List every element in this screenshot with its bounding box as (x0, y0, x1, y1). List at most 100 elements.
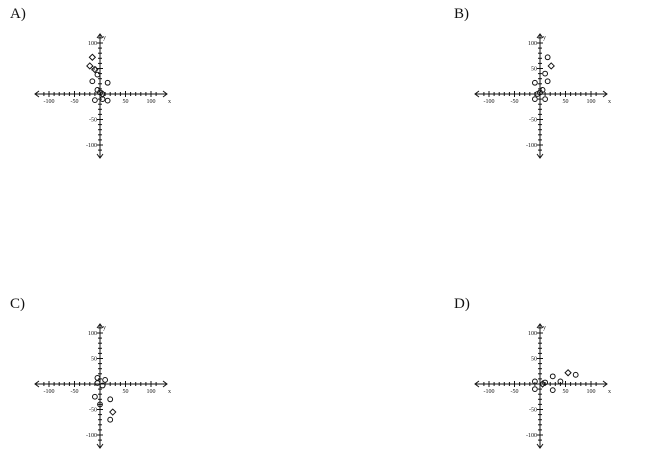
axes (34, 33, 168, 159)
data-point-circle (102, 377, 108, 383)
panel-b-label: B) (454, 6, 469, 22)
y-tick-label: 100 (88, 41, 97, 47)
y-axis-arrow-up (96, 33, 104, 39)
data-point-circle (542, 70, 548, 77)
y-axis-label: y (103, 35, 106, 41)
x-axis-label: x (168, 99, 171, 105)
x-tick-label: 50 (563, 389, 569, 395)
x-tick-label: -50 (511, 99, 519, 105)
x-axis-label: x (608, 389, 611, 395)
y-axis-label: y (543, 35, 546, 41)
y-axis-arrow-down (96, 153, 104, 159)
y-tick-label: 50 (91, 67, 97, 73)
y-tick-label: -50 (89, 408, 97, 414)
data-point-diamond (86, 62, 94, 70)
y-axis-arrow-down (96, 443, 104, 449)
data-point-circle (94, 380, 101, 386)
x-axis-arrow-right (602, 380, 608, 388)
y-tick-label: -50 (89, 118, 97, 124)
data-point-circle (557, 378, 564, 385)
y-axis-arrow-up (96, 323, 104, 329)
data-point-circle (532, 386, 538, 392)
y-tick-label: 50 (531, 67, 537, 73)
x-axis-arrow-left (34, 380, 40, 388)
data-point-circle (572, 371, 579, 378)
data-point-circle (107, 396, 114, 403)
axes (34, 323, 168, 449)
data-point-circle (104, 97, 111, 104)
data-point-circle (94, 374, 101, 381)
x-tick-label: -100 (44, 99, 55, 105)
x-axis-label: x (168, 389, 171, 395)
data-point-circle (534, 91, 541, 97)
x-tick-label: 100 (147, 389, 156, 395)
data-point-circle (542, 96, 548, 102)
y-tick-label: -100 (86, 433, 97, 439)
data-point-circle (549, 373, 556, 380)
data-point-circle (92, 393, 98, 400)
x-axis-arrow-right (162, 380, 168, 388)
data-point-circle (544, 54, 551, 61)
y-tick-label: 100 (88, 331, 97, 337)
x-tick-label: 50 (563, 99, 569, 105)
x-tick-label: -100 (484, 99, 495, 105)
y-tick-label: 100 (528, 41, 537, 47)
y-tick-label: -50 (529, 408, 537, 414)
data-point-diamond (564, 369, 572, 377)
data-point-circle (532, 378, 538, 385)
x-axis-label: x (608, 99, 611, 105)
y-axis-arrow-down (536, 153, 544, 159)
y-axis-arrow-down (536, 443, 544, 449)
data-point-circle (99, 382, 106, 389)
x-tick-label: -50 (511, 389, 519, 395)
data-point-diamond (109, 408, 117, 416)
y-axis-label: y (103, 325, 106, 331)
x-axis-arrow-right (602, 90, 608, 98)
x-axis-arrow-left (474, 90, 480, 98)
x-tick-label: -50 (71, 99, 79, 105)
data-point-circle (532, 96, 538, 102)
scatter-plot-b: -100 -100 -50 -50 50 50 100 100 x y (474, 33, 611, 159)
x-axis-arrow-right (162, 90, 168, 98)
y-axis-label: y (543, 325, 546, 331)
axes (474, 323, 608, 449)
data-point-diamond (91, 65, 99, 74)
panel-d-label: D) (454, 296, 470, 312)
y-tick-label: 50 (91, 357, 97, 363)
data-point-circle (92, 97, 98, 104)
x-tick-label: -100 (484, 389, 495, 395)
x-tick-label: 100 (587, 99, 596, 105)
x-tick-label: -50 (71, 389, 79, 395)
y-tick-label: -100 (86, 143, 97, 149)
y-tick-label: -50 (529, 118, 537, 124)
scatter-plot-d: -100 -100 -50 -50 50 50 100 100 x y (474, 323, 611, 449)
data-point-circle (532, 79, 538, 86)
data-point-diamond (538, 380, 547, 388)
panel-c-label: C) (10, 296, 25, 312)
x-tick-label: 50 (123, 99, 129, 105)
scatter-plot-c: -100 -100 -50 -50 50 50 100 100 x y (34, 323, 171, 449)
x-axis-arrow-left (474, 380, 480, 388)
x-axis-arrow-left (34, 90, 40, 98)
y-axis-arrow-up (536, 323, 544, 329)
data-point-diamond (547, 62, 555, 70)
data-point-circle (549, 387, 556, 394)
x-tick-label: 50 (123, 389, 129, 395)
data-point-circle (94, 71, 101, 78)
data-point-circle (89, 78, 96, 85)
y-axis-arrow-up (536, 33, 544, 39)
panel-a-label: A) (10, 6, 26, 22)
data-point-diamond (88, 53, 97, 61)
y-tick-label: -100 (526, 143, 537, 149)
y-tick-label: -100 (526, 433, 537, 439)
x-tick-label: -100 (44, 389, 55, 395)
scatter-plot-a: -100 -100 -50 -50 50 50 100 100 x y (34, 33, 171, 159)
x-tick-label: 100 (587, 389, 596, 395)
data-point-circle (104, 79, 111, 86)
data-point-circle (544, 78, 551, 85)
y-tick-label: 100 (528, 331, 537, 337)
axes (474, 33, 608, 159)
x-tick-label: 100 (147, 99, 156, 105)
y-tick-label: 50 (531, 357, 537, 363)
data-point-circle (97, 401, 103, 408)
